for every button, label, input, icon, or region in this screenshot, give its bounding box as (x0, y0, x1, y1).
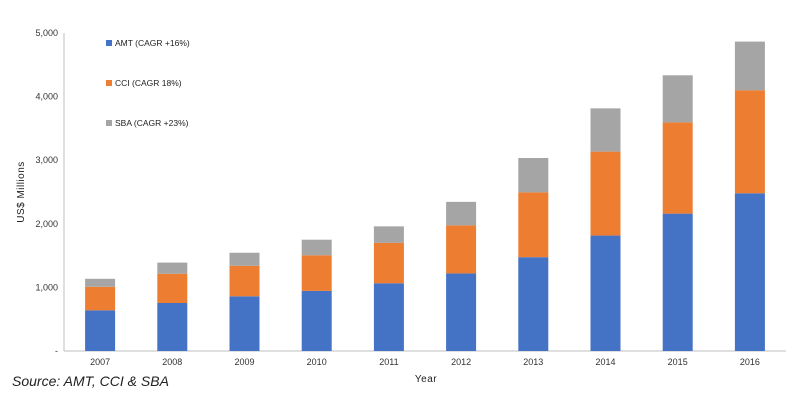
legend-label-cci: CCI (CAGR 18%) (115, 78, 182, 88)
x-tick-label: 2014 (595, 357, 615, 367)
x-tick-label: 2015 (668, 357, 688, 367)
legend-label-sba: SBA (CAGR +23%) (115, 118, 189, 128)
y-tick-label: 3,000 (35, 155, 58, 165)
x-tick-labels: 2007 2008 2009 2010 2011 2012 2013 2014 2015 2016 (90, 357, 760, 367)
y-tick-labels: - 1,000 2,000 3,000 4,000 5,000 (35, 28, 58, 356)
legend-label-amt: AMT (CAGR +16%) (115, 38, 190, 48)
y-tick-label: 4,000 (35, 92, 58, 102)
x-axis-title: Year (415, 374, 437, 385)
bar-amt-2012 (446, 273, 477, 351)
y-tick-label: - (55, 346, 58, 356)
y-tick-label: 1,000 (35, 282, 58, 292)
bar-sba-2009 (229, 252, 260, 266)
bar-sba-2010 (301, 239, 332, 256)
bar-cci-2014 (590, 151, 621, 236)
bar-cci-2009 (229, 265, 260, 297)
bar-cci-2010 (301, 255, 332, 291)
bar-cci-2012 (446, 225, 477, 274)
bar-sba-2012 (446, 201, 477, 226)
x-tick-label: 2016 (740, 357, 760, 367)
bar-cci-2015 (662, 122, 693, 214)
legend: AMT (CAGR +16%) CCI (CAGR 18%) SBA (CAGR +… (106, 38, 190, 128)
bar-amt-2009 (229, 296, 260, 351)
bar-sba-2014 (590, 108, 621, 152)
bar-sba-2013 (518, 157, 549, 193)
bar-amt-2015 (662, 213, 693, 351)
bar-cci-2013 (518, 192, 549, 258)
bar-amt-2007 (85, 310, 116, 351)
x-tick-label: 2009 (234, 357, 254, 367)
bar-sba-2007 (85, 278, 116, 287)
bar-amt-2011 (373, 283, 404, 351)
bar-cci-2016 (734, 90, 765, 194)
y-tick-label: 2,000 (35, 219, 58, 229)
bar-amt-2014 (590, 235, 621, 351)
bar-sba-2016 (734, 41, 765, 91)
bar-amt-2008 (157, 302, 188, 351)
x-tick-label: 2010 (307, 357, 327, 367)
x-tick-label: 2011 (379, 357, 398, 367)
bars-group (85, 41, 765, 351)
bar-amt-2016 (734, 193, 765, 351)
x-tick-label: 2007 (90, 357, 110, 367)
bar-amt-2013 (518, 257, 549, 351)
x-tick-label: 2013 (523, 357, 543, 367)
bar-sba-2008 (157, 262, 188, 274)
legend-swatch-cci (106, 80, 112, 86)
bar-sba-2015 (662, 75, 693, 123)
y-tick-label: 5,000 (35, 28, 58, 38)
bar-cci-2008 (157, 273, 188, 303)
source-note: Source: AMT, CCI & SBA (12, 373, 169, 389)
bar-cci-2007 (85, 286, 116, 311)
bar-sba-2011 (373, 226, 404, 243)
y-axis-title: US$ Millions (16, 161, 27, 223)
x-tick-label: 2008 (162, 357, 182, 367)
x-tick-label: 2012 (451, 357, 471, 367)
bar-cci-2011 (373, 242, 404, 284)
legend-swatch-amt (106, 40, 112, 46)
bar-amt-2010 (301, 290, 332, 351)
legend-swatch-sba (106, 120, 112, 126)
